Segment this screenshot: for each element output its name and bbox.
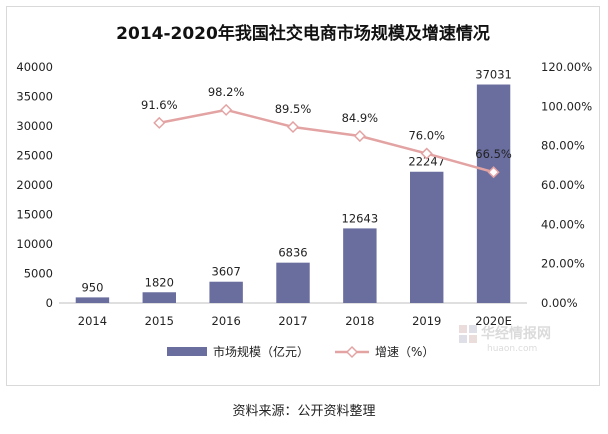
y-right-tick-label: 120.00%	[541, 60, 592, 74]
line-data-label: 76.0%	[408, 129, 445, 143]
bar-data-label: 1820	[145, 275, 174, 289]
y-right-tick-label: 0.00%	[541, 296, 578, 310]
line-point	[420, 147, 433, 160]
bar	[343, 228, 377, 303]
source-note: 资料来源：公开资料整理	[232, 404, 376, 419]
line-point	[286, 120, 300, 134]
watermark-sub: huaon.com	[487, 344, 537, 354]
x-tick-label: 2016	[212, 314, 241, 328]
line-data-label: 89.5%	[275, 102, 312, 116]
watermark-icon	[459, 325, 477, 343]
x-tick-label: 2014	[78, 314, 107, 328]
x-tick-label: 2019	[412, 314, 441, 328]
bar	[142, 292, 176, 303]
x-tick-label: 2015	[145, 314, 174, 328]
y-right-tick-label: 20.00%	[541, 257, 585, 271]
bar	[476, 84, 511, 304]
x-tick-label: 2020E	[475, 314, 512, 328]
legend-line-marker	[345, 345, 359, 359]
line-series	[153, 103, 500, 179]
chart-svg: 2014-2020年我国社交电商市场规模及增速情况 0 5000 10000 1500…	[16, 23, 592, 359]
y-left-tick-label: 35000	[16, 90, 53, 104]
x-axis: 2014 2015 2016 2017 2018 2019 2020E	[78, 314, 512, 328]
y-right-tick-label: 100.00%	[541, 99, 592, 113]
line-data-label: 66.5%	[475, 147, 512, 161]
y-right-tick-label: 40.00%	[541, 217, 585, 231]
bar-data-label: 950	[81, 280, 103, 294]
watermark-logo: 华经情报网 huaon.com	[459, 325, 551, 354]
legend-line-label: 增速（%）	[375, 345, 434, 359]
watermark-main: 华经情报网	[481, 325, 551, 342]
bar-data-label: 3607	[212, 265, 241, 279]
line-data-label: 91.6%	[141, 98, 178, 112]
line-data-label: 98.2%	[208, 85, 245, 99]
bar	[75, 297, 110, 303]
growth-line-path	[159, 108, 494, 174]
x-tick-label: 2018	[345, 314, 374, 328]
y-right-tick-label: 80.00%	[541, 139, 585, 153]
bar-data-label: 6836	[278, 246, 307, 260]
y-left-tick-label: 10000	[16, 237, 53, 251]
y-right-axis: 0.00% 20.00% 40.00% 60.00% 80.00% 100.00% 120.…	[541, 60, 592, 310]
y-left-tick-label: 5000	[24, 267, 53, 281]
y-left-tick-label: 0	[46, 296, 53, 310]
line-point	[487, 166, 500, 179]
bar-labels: 950 1820 3607 6836 12643 22247 37031	[81, 68, 511, 295]
line-point	[220, 103, 233, 116]
x-tick-label: 2017	[278, 314, 307, 328]
bar-data-label: 37031	[475, 68, 512, 82]
y-left-tick-label: 30000	[16, 119, 53, 133]
legend-bar-swatch	[167, 347, 207, 356]
chart-title: 2014-2020年我国社交电商市场规模及增速情况	[116, 23, 490, 44]
y-left-tick-label: 25000	[16, 149, 53, 163]
chart-frame: 2014-2020年我国社交电商市场规模及增速情况 0 5000 10000 1500…	[6, 6, 600, 386]
line-data-label: 84.9%	[342, 111, 379, 125]
y-left-tick-label: 20000	[16, 178, 53, 192]
y-left-axis: 0 5000 10000 15000 20000 25000 30000 35000 40000	[16, 60, 53, 310]
bar-data-label: 22247	[408, 155, 445, 169]
legend: 市场规模（亿元） 增速（%）	[167, 344, 434, 359]
line-point	[353, 129, 366, 143]
bar	[209, 281, 243, 303]
line-labels: 91.6% 98.2% 89.5% 84.9% 76.0% 66.5%	[141, 85, 512, 161]
bar-data-label: 12643	[342, 211, 379, 225]
y-right-tick-label: 60.00%	[541, 178, 585, 192]
y-left-tick-label: 15000	[16, 208, 53, 222]
bar	[276, 262, 310, 303]
bar-series	[75, 84, 511, 304]
y-left-tick-label: 40000	[16, 60, 53, 74]
legend-bar-label: 市场规模（亿元）	[213, 344, 309, 359]
line-point	[153, 116, 166, 129]
bar	[410, 171, 444, 303]
